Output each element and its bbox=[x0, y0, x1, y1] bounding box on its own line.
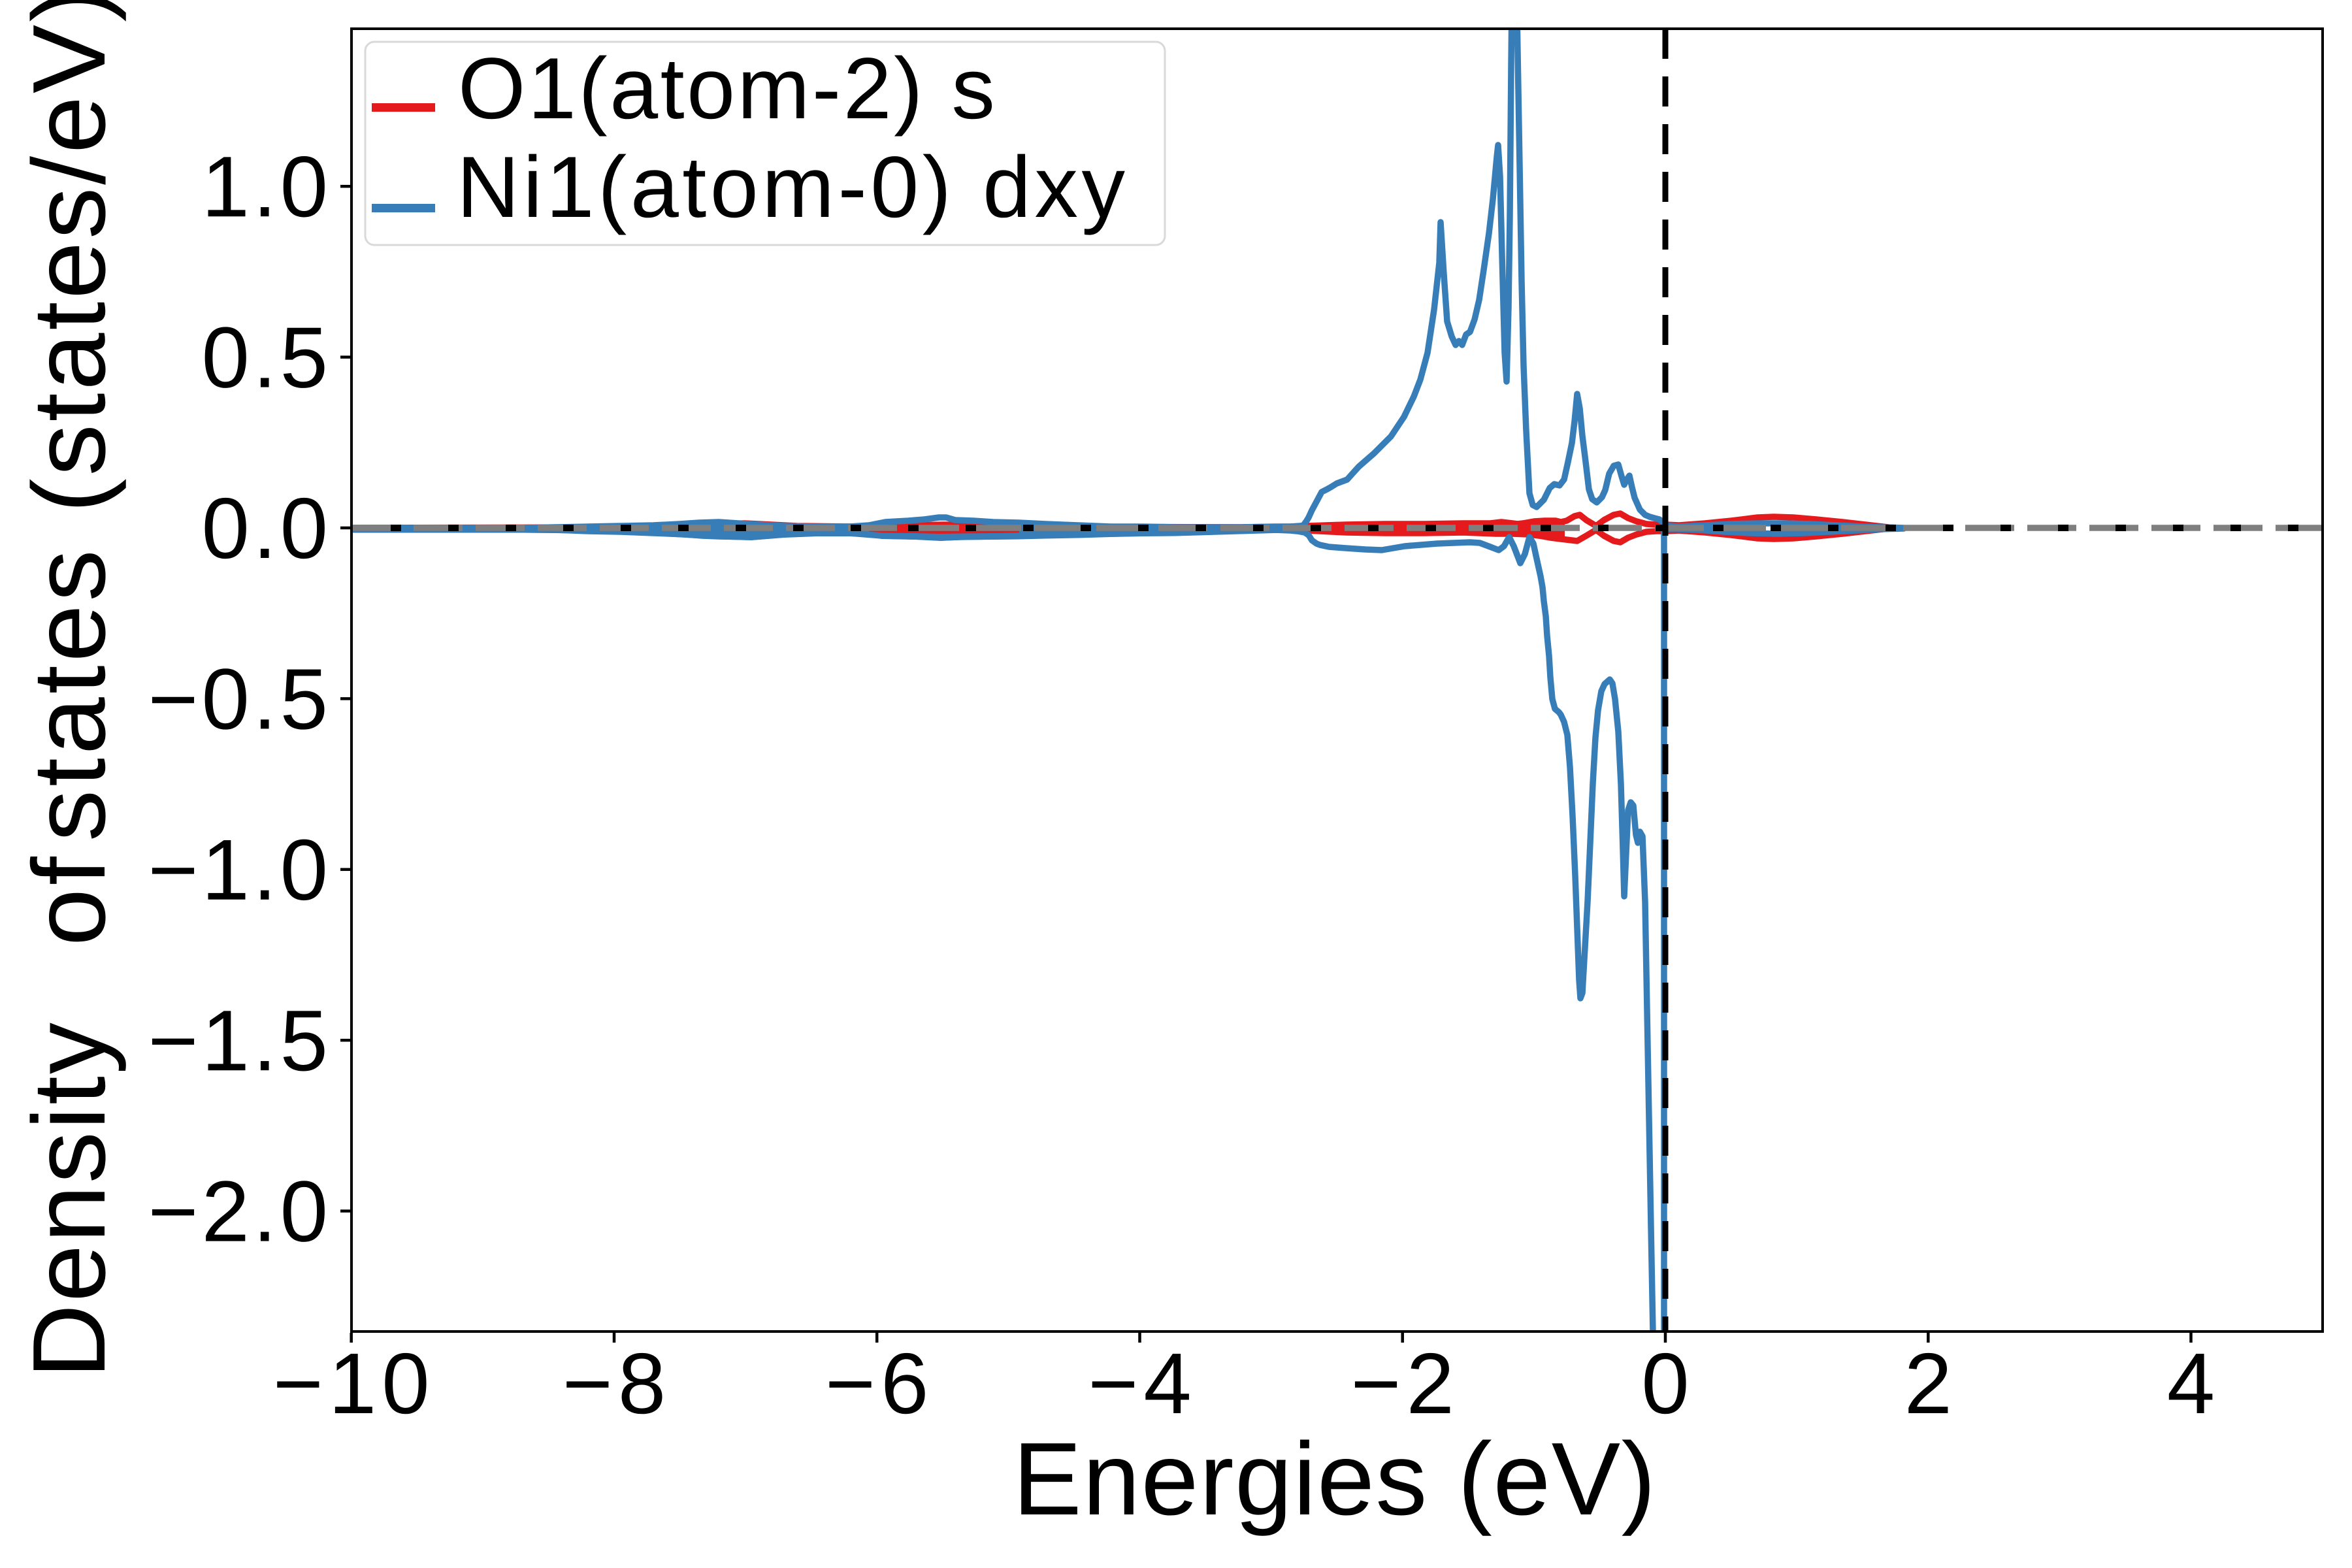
svg-text:2: 2 bbox=[1904, 1335, 1957, 1431]
svg-text:−2: −2 bbox=[1350, 1335, 1460, 1431]
svg-text:−10: −10 bbox=[273, 1335, 435, 1431]
svg-text:0: 0 bbox=[1641, 1335, 1694, 1431]
svg-text:Ni1(atom-0) dxy: Ni1(atom-0) dxy bbox=[457, 139, 1129, 236]
svg-text:−8: −8 bbox=[563, 1335, 672, 1431]
svg-text:0.5: 0.5 bbox=[202, 310, 332, 406]
svg-text:0.0: 0.0 bbox=[202, 480, 332, 576]
svg-text:O1(atom-2) s: O1(atom-2) s bbox=[458, 41, 997, 137]
svg-text:1.0: 1.0 bbox=[202, 139, 332, 235]
svg-text:Densityofstates(states/eV): Densityofstates(states/eV) bbox=[12, 0, 127, 1379]
svg-text:−1.0: −1.0 bbox=[148, 822, 331, 918]
svg-text:Energies (eV): Energies (eV) bbox=[1013, 1422, 1656, 1537]
svg-text:4: 4 bbox=[2167, 1335, 2220, 1431]
svg-text:−6: −6 bbox=[825, 1335, 934, 1431]
svg-text:−2.0: −2.0 bbox=[148, 1164, 331, 1260]
svg-text:−0.5: −0.5 bbox=[148, 651, 331, 747]
svg-text:−1.5: −1.5 bbox=[148, 992, 331, 1088]
svg-text:−4: −4 bbox=[1088, 1335, 1197, 1431]
